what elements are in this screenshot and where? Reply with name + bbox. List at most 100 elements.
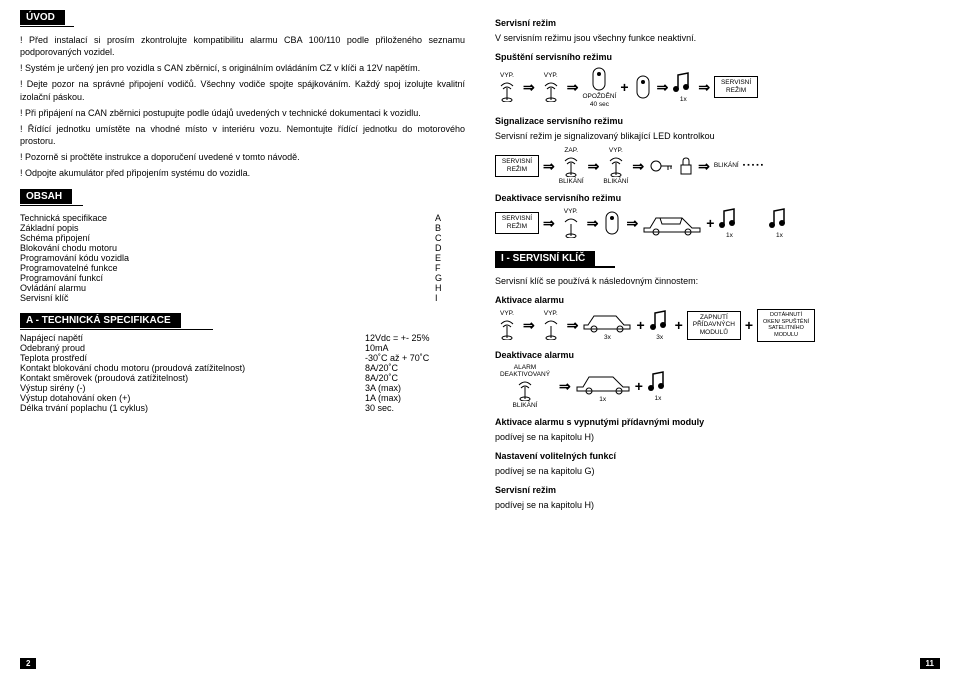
toc-label: Programování funkcí [20, 273, 435, 283]
key-icon [648, 155, 674, 177]
intro-p2: ! Systém je určený jen pro vozidla s CAN… [20, 62, 465, 74]
label-1x: 1x [654, 395, 661, 402]
arrow-icon: ⇒ [657, 80, 669, 94]
car-icon [642, 210, 702, 236]
diagram-aktivace: VYP. ⇒ VYP. ⇒ 3x + 3x + ZAPNUTÍ PŘÍDAVNÝ… [495, 309, 940, 341]
toc-label: Ovládání alarmu [20, 283, 435, 293]
header-spec: A - TECHNICKÁ SPECIFIKACE [20, 313, 181, 328]
text-podivej-h1: podívej se na kapitolu H) [495, 431, 940, 443]
header-uvod: ÚVOD [20, 10, 65, 25]
toc-label: Technická specifikace [20, 213, 435, 223]
label-vyp: VYP. [544, 72, 558, 79]
box-servisni-rezim: SERVISNÍ REŽIM [495, 212, 539, 234]
text-klic: Servisní klíč se používá k následovným č… [495, 275, 940, 287]
car-icon [575, 369, 631, 395]
right-column: Servisní režim V servisním režimu jsou v… [485, 0, 960, 675]
spec-row: Kontakt směrovek (proudová zatížitelnost… [20, 373, 465, 383]
label-1x: 1x [680, 96, 687, 103]
heading-aktivace-alarmu: Aktivace alarmu [495, 295, 940, 305]
antenna-icon [539, 80, 563, 102]
toc-label: Servisní klíč [20, 293, 435, 303]
plus-icon: + [635, 379, 643, 393]
toc-code: H [435, 283, 465, 293]
arrow-icon: ⇒ [588, 159, 600, 173]
label-vyp: VYP. [500, 72, 514, 79]
antenna-icon [513, 379, 537, 401]
label-blikani: BLIKÁNÍ [559, 178, 584, 185]
spec-row: Napájecí napětí12Vdc = +- 25% [20, 333, 465, 343]
arrow-icon: ⇒ [626, 216, 638, 230]
arrow-icon: ⇒ [543, 216, 555, 230]
page-number-right: 11 [920, 658, 940, 669]
label-40sec: 40 sec [590, 101, 609, 108]
label-3x: 3x [604, 334, 611, 341]
notes-icon [718, 207, 740, 231]
notes-icon [647, 370, 669, 394]
toc-row: Programování funkcíG [20, 273, 465, 283]
arrow-icon: ⇒ [523, 80, 535, 94]
toc: Technická specifikaceAZákladní popisBSch… [20, 213, 465, 303]
arrow-icon: ⇒ [543, 159, 555, 173]
spec-row: Odebraný proud10mA [20, 343, 465, 353]
label-zap: ZAP. [564, 147, 578, 154]
toc-row: Ovládání alarmuH [20, 283, 465, 293]
toc-row: Blokování chodu motoruD [20, 243, 465, 253]
label-1x: 1x [726, 232, 733, 239]
heading-deaktivace-alarmu: Deaktivace alarmu [495, 350, 940, 360]
spec-row: Kontakt blokování chodu motoru (proudová… [20, 363, 465, 373]
notes-icon [768, 207, 790, 231]
spec-label: Napájecí napětí [20, 333, 365, 343]
left-column: ÚVOD ! Před instalací si prosím zkontrol… [0, 0, 485, 675]
plus-icon: + [620, 80, 628, 94]
box-servisni-rezim: SERVISNÍ REŽIM [495, 155, 539, 177]
antenna-icon [495, 318, 519, 340]
header-obsah: OBSAH [20, 189, 72, 204]
intro-p3: ! Dejte pozor na správné připojení vodič… [20, 78, 465, 102]
spec-label: Odebraný proud [20, 343, 365, 353]
toc-code: F [435, 263, 465, 273]
toc-label: Blokování chodu motoru [20, 243, 435, 253]
label-alarm-deakt: ALARM DEAKTIVOVANÝ [495, 364, 555, 378]
box-servisni-rezim: SERVISNÍ REŽIM [714, 76, 758, 98]
spec-label: Teplota prostředí [20, 353, 365, 363]
diagram-spusteni: VYP. ⇒ VYP. ⇒ OPOŽDĚNÍ 40 sec + ⇒ 1x ⇒ S… [495, 66, 940, 108]
diagram-signalizace: SERVISNÍ REŽIM ⇒ ZAP. BLIKÁNÍ ⇒ VYP. BLI… [495, 147, 940, 185]
label-vyp: VYP. [564, 208, 578, 215]
intro-p5: ! Řídící jednotku umístěte na vhodné mís… [20, 123, 465, 147]
notes-icon [649, 309, 671, 333]
intro-p7: ! Odpojte akumulátor před připojením sys… [20, 167, 465, 179]
label-vyp: VYP. [544, 310, 558, 317]
label-vyp: VYP. [609, 147, 623, 154]
label-1x: 1x [776, 232, 783, 239]
spec-label: Délka trvání poplachu (1 cyklus) [20, 403, 365, 413]
label-opozd: OPOŽDĚNÍ [582, 93, 616, 100]
antenna-icon [495, 80, 519, 102]
toc-row: Servisní klíčI [20, 293, 465, 303]
spec-value: 8A/20˚C [365, 363, 465, 373]
toc-code: G [435, 273, 465, 283]
toc-row: Technická specifikaceA [20, 213, 465, 223]
toc-label: Schéma připojení [20, 233, 435, 243]
header-servisni-klic: I - SERVISNÍ KLÍČ [495, 251, 595, 266]
spec-value: 3A (max) [365, 383, 465, 393]
antenna-icon [559, 216, 583, 238]
label-blikani: BLIKÁNÍ [714, 162, 739, 169]
arrow-icon: ⇒ [587, 216, 599, 230]
toc-code: I [435, 293, 465, 303]
text-podivej-g: podívej se na kapitolu G) [495, 465, 940, 477]
spec-value: -30˚C až + 70˚C [365, 353, 465, 363]
text-servisni: V servisním režimu jsou všechny funkce n… [495, 32, 940, 44]
spec-label: Kontakt směrovek (proudová zatížitelnost… [20, 373, 365, 383]
heading-servisni-rezim-2: Servisní režim [495, 485, 940, 495]
toc-code: C [435, 233, 465, 243]
spec-label: Kontakt blokování chodu motoru (proudová… [20, 363, 365, 373]
toc-code: A [435, 213, 465, 223]
toc-code: E [435, 253, 465, 263]
arrow-icon: ⇒ [698, 159, 710, 173]
heading-deaktivace: Deaktivace servisního režimu [495, 193, 940, 203]
spec-value: 8A/20˚C [365, 373, 465, 383]
heading-nastaveni: Nastavení volitelných funkcí [495, 451, 940, 461]
spec-table: Napájecí napětí12Vdc = +- 25%Odebraný pr… [20, 333, 465, 413]
toc-row: Schéma připojeníC [20, 233, 465, 243]
intro-p1: ! Před instalací si prosím zkontrolujte … [20, 34, 465, 58]
